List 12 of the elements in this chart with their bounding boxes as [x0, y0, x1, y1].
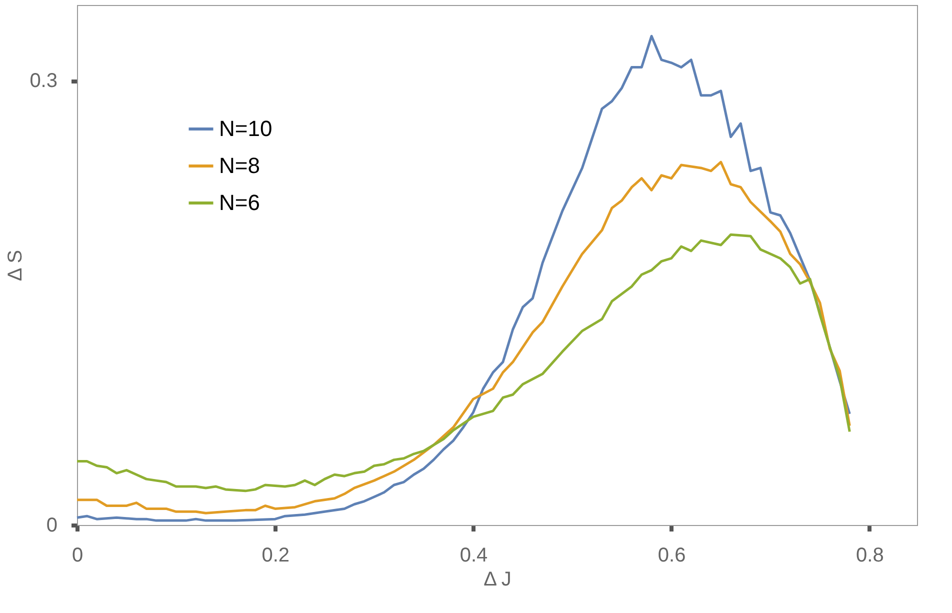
y-axis-title: Δ S	[4, 250, 27, 282]
legend-label: N=10	[219, 116, 272, 141]
x-tick-label: 0.2	[262, 544, 290, 566]
x-axis-title: Δ J	[484, 568, 512, 590]
legend-label: N=8	[219, 153, 260, 178]
legend-label: N=6	[219, 190, 260, 215]
x-tick-label: 0.4	[460, 544, 488, 566]
line-series	[76, 233, 851, 492]
x-tick-label: 0.8	[856, 544, 884, 566]
x-tick-label: 0	[72, 544, 84, 566]
y-tick-label: 0.3	[30, 70, 58, 92]
x-tick-label: 0.6	[658, 544, 686, 566]
